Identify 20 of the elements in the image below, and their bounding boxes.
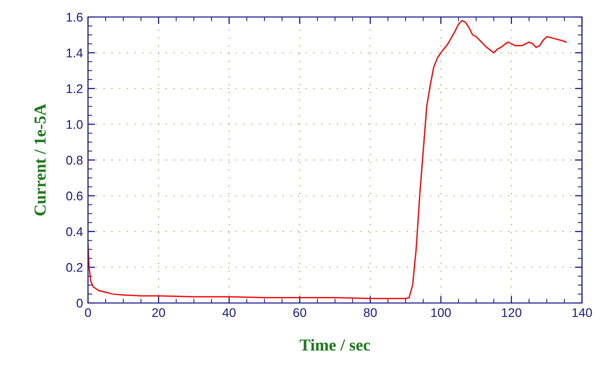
x-tick-label: 100 — [431, 308, 451, 318]
y-tick-label: 1.6 — [66, 12, 83, 22]
x-tick-label: 0 — [85, 308, 91, 318]
y-tick-label: 1.0 — [66, 120, 83, 129]
y-axis-title: Current / 1e-5A — [34, 104, 46, 216]
x-tick-label: 140 — [572, 308, 592, 318]
line-series — [88, 20, 567, 300]
x-tick-label: 60 — [293, 308, 306, 318]
y-tick-label: 0.4 — [66, 227, 83, 236]
x-tick-label: 80 — [364, 308, 377, 318]
y-tick-label: 1.2 — [66, 84, 83, 94]
x-tick-label: 20 — [152, 308, 166, 318]
y-tick-label: 0 — [76, 298, 83, 308]
x-axis-title: Time / sec — [300, 338, 370, 351]
y-tick-label: 1.4 — [66, 48, 83, 58]
y-tick-label: 0.2 — [66, 263, 83, 272]
y-tick-label: 0.6 — [66, 192, 83, 200]
x-tick-label: 40 — [222, 308, 236, 318]
x-tick-label: 120 — [502, 308, 522, 318]
y-tick-label: 0.8 — [66, 156, 83, 165]
